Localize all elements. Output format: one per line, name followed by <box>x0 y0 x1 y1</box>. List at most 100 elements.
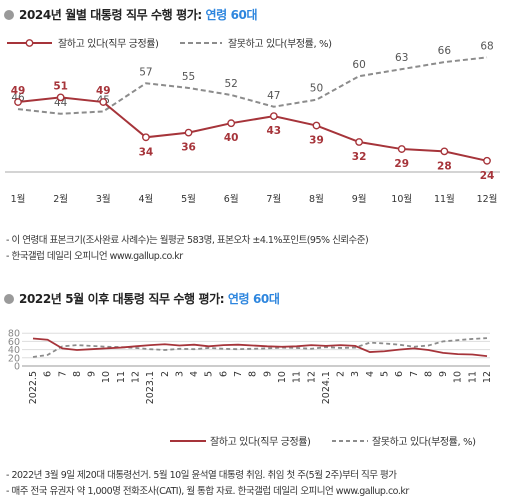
approve-marker <box>269 112 278 121</box>
chart2-y-tick: 0 <box>14 362 20 373</box>
chart2-x-tick: 2023.1 <box>145 371 156 404</box>
legend-disapprove-label: 잘못하고 있다(부정률, %) <box>372 435 476 448</box>
chart2-x-tick: 3 <box>350 371 361 377</box>
bullet-dot-icon <box>4 294 14 304</box>
chart1-title-highlight: 연령 60대 <box>205 8 258 22</box>
approve-marker <box>483 156 491 165</box>
chart1-note-2: - 한국갤럽 데일리 오피니언 www.gallup.co.kr <box>6 251 183 262</box>
chart1-x-tick: 10월 <box>391 193 412 205</box>
chart2-y-tick: 60 <box>8 337 20 348</box>
chart2-x-tick: 8 <box>72 371 83 377</box>
approve-marker <box>99 98 108 106</box>
legend-approve-label: 잘하고 있다(직무 긍정률) <box>58 37 159 50</box>
approve-marker <box>227 119 236 128</box>
legend-disapprove-label: 잘못하고 있다(부정률, %) <box>228 37 332 50</box>
disapprove-data-label: 52 <box>224 78 237 90</box>
chart2-x-tick: 4 <box>189 371 200 377</box>
chart1-x-tick: 2월 <box>53 193 68 205</box>
disapprove-data-label: 60 <box>352 59 365 71</box>
approve-data-label: 51 <box>53 80 68 92</box>
disapprove-data-label: 55 <box>182 71 195 83</box>
approve-data-label: 49 <box>96 85 111 97</box>
approve-data-label: 49 <box>11 85 26 97</box>
approve-data-label: 24 <box>480 170 495 182</box>
chart2-x-tick: 7 <box>409 371 420 377</box>
chart2-x-tick: 2 <box>336 371 347 377</box>
chart2-title-highlight: 연령 60대 <box>227 292 280 306</box>
chart2-y-tick: 20 <box>8 353 20 364</box>
chart2-x-tick: 10 <box>101 371 112 383</box>
chart2-x-tick: 7 <box>57 371 68 377</box>
chart2-x-tick: 12 <box>131 371 142 383</box>
chart2-x-tick: 12 <box>482 371 493 383</box>
chart2-x-tick: 3 <box>174 371 185 377</box>
chart1-x-tick: 12월 <box>477 193 498 205</box>
chart2-x-tick: 8 <box>423 371 434 377</box>
chart2-x-tick: 6 <box>218 371 229 377</box>
chart2-legend: 잘하고 있다(직무 긍정률) 잘못하고 있다(부정률, %) <box>170 435 477 448</box>
chart2-x-tick: 8 <box>248 371 259 377</box>
chart2-x-tick: 4 <box>365 371 376 377</box>
chart2-x-tick: 7 <box>233 371 244 377</box>
chart1-legend: 잘하고 있다(직무 긍정률) 잘못하고 있다(부정률, %) <box>7 37 333 50</box>
approve-data-label: 43 <box>267 125 282 137</box>
chart2-y-tick: 80 <box>8 329 20 340</box>
approve-marker <box>440 147 449 156</box>
chart2-x-tick: 11 <box>467 371 478 383</box>
chart2-x-tick: 9 <box>438 371 449 377</box>
chart1-x-tick: 7월 <box>266 193 281 205</box>
chart2-x-tick: 10 <box>277 371 288 383</box>
approve-data-label: 29 <box>394 158 409 170</box>
chart2-x-tick: 9 <box>262 371 273 377</box>
chart2-x-tick: 2024.1 <box>321 371 332 404</box>
approve-data-label: 34 <box>139 146 154 158</box>
chart1-x-tick: 3월 <box>96 193 111 205</box>
chart1-x-tick: 4월 <box>139 193 154 205</box>
chart2-title: 2022년 5월 이후 대통령 직무 수행 평가: 연령 60대 <box>4 290 280 307</box>
chart1-plot: 잘하고 있다(직무 긍정률) 잘못하고 있다(부정률, %) 1월 2월 3월 4월 5월 6… <box>5 37 500 205</box>
chart1-title: 2024년 월별 대통령 직무 수행 평가: 연령 60대 <box>4 6 258 23</box>
disapprove-data-label: 57 <box>139 66 152 78</box>
chart1-x-tick: 9월 <box>352 193 367 205</box>
chart2-x-tick: 6 <box>394 371 405 377</box>
chart1-x-tick: 6월 <box>224 193 239 205</box>
approve-data-label: 32 <box>352 151 367 163</box>
chart2-x-tick: 12 <box>306 371 317 383</box>
chart2-x-tick: 10 <box>453 371 464 383</box>
approve-marker <box>56 93 65 102</box>
approve-data-label: 28 <box>437 160 452 172</box>
chart2-x-tick: 6 <box>43 371 54 377</box>
chart2-x-tick: 9 <box>87 371 98 377</box>
chart2-x-tick: 2 <box>160 371 171 377</box>
legend-approve-marker <box>25 39 34 47</box>
disapprove-data-label: 66 <box>438 45 452 57</box>
bullet-dot-icon <box>4 10 14 20</box>
chart1-title-prefix: 2024년 월별 대통령 직무 수행 평가: <box>19 8 206 22</box>
chart1-x-tick: 1월 <box>11 193 26 205</box>
approve-marker <box>312 121 321 130</box>
approve-data-label: 40 <box>224 132 239 144</box>
chart2-y-tick: 40 <box>8 345 20 356</box>
approve-marker <box>397 145 406 153</box>
chart2-x-tick: 5 <box>204 371 215 377</box>
disapprove-data-label: 47 <box>267 90 280 102</box>
approve-line <box>32 337 488 358</box>
disapprove-line <box>17 56 488 115</box>
chart1-x-tick: 11월 <box>434 193 455 205</box>
approve-data-label: 39 <box>309 135 324 147</box>
approve-marker <box>355 138 363 146</box>
chart2-x-tick: 2022.5 <box>28 371 39 404</box>
disapprove-data-label: 68 <box>480 40 493 52</box>
chart1-note-1: - 이 연령대 표본크기(조사완료 사례수)는 월평균 583명, 표본오차 ±… <box>6 235 369 246</box>
chart2-x-tick: 11 <box>292 371 303 383</box>
disapprove-data-label: 63 <box>395 52 408 64</box>
chart1-x-tick: 5월 <box>181 193 196 205</box>
disapprove-line <box>32 337 488 358</box>
legend-approve-label: 잘하고 있다(직무 긍정률) <box>210 435 311 448</box>
chart2-note-1: - 2022년 3월 9일 제20대 대통령선거. 5월 10일 윤석열 대통령… <box>6 470 397 481</box>
chart1-x-tick: 8월 <box>309 193 324 205</box>
chart2-note-2: - 매주 전국 유권자 약 1,000명 전화조사(CATI), 월 통합 자료… <box>6 486 409 497</box>
approve-marker <box>142 133 150 142</box>
approve-line <box>17 96 488 162</box>
